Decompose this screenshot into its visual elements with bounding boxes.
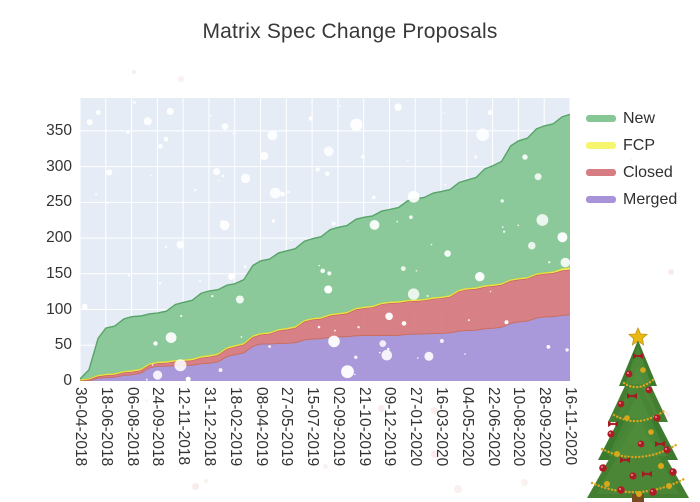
y-tick-label: 200 (46, 229, 72, 247)
legend-label: FCP (623, 136, 655, 154)
x-tick-label: 24-09-2018 (149, 387, 167, 467)
stacked-area-chart (80, 98, 570, 381)
legend-label: Merged (623, 190, 678, 208)
y-tick-label: 50 (54, 336, 72, 354)
x-tick-label: 02-09-2019 (329, 387, 347, 467)
y-tick-label: 350 (46, 121, 72, 139)
x-tick-label: 31-12-2018 (200, 387, 218, 467)
legend-label: Closed (623, 163, 673, 181)
legend-label: New (623, 109, 656, 127)
legend-swatch-icon (586, 115, 616, 122)
x-tick-label: 06-08-2018 (123, 387, 141, 467)
y-tick-label: 150 (46, 264, 72, 282)
x-tick-label: 08-04-2019 (252, 387, 270, 467)
x-tick-label: 12-11-2018 (175, 387, 193, 466)
legend-swatch-icon (586, 169, 616, 176)
y-tick-label: 0 (63, 372, 72, 389)
x-tick-label: 16-03-2020 (433, 387, 451, 467)
christmas-tree-image (587, 326, 689, 502)
plot-area (80, 98, 570, 381)
x-tick-label: 22-06-2020 (484, 387, 502, 467)
x-tick-label: 18-06-2018 (97, 387, 115, 467)
x-tick-label: 15-07-2019 (304, 387, 322, 467)
x-tick-label: 10-08-2020 (510, 387, 528, 467)
x-tick-label: 09-12-2019 (381, 387, 399, 467)
y-tick-label: 300 (46, 157, 72, 175)
x-tick-label: 30-04-2018 (72, 387, 89, 467)
x-tick-label: 27-05-2019 (278, 387, 296, 467)
legend-swatch-icon (586, 142, 616, 149)
x-tick-label: 16-11-2020 (562, 387, 579, 466)
tree-star-icon (628, 326, 648, 346)
legend-item-fcp[interactable]: FCP (586, 132, 677, 159)
y-tick-label: 250 (46, 193, 72, 211)
y-tick-label: 100 (46, 300, 72, 318)
legend: New FCP Closed Merged (586, 105, 677, 213)
x-tick-label: 28-09-2020 (536, 387, 554, 467)
x-tick-label: 04-05-2020 (458, 387, 476, 467)
x-tick-label: 27-01-2020 (407, 387, 425, 467)
legend-item-new[interactable]: New (586, 105, 677, 132)
chart-title: Matrix Spec Change Proposals (202, 20, 498, 43)
legend-swatch-icon (586, 196, 616, 203)
x-tick-label: 18-02-2019 (226, 387, 244, 467)
x-tick-label: 21-10-2019 (355, 387, 373, 467)
legend-item-merged[interactable]: Merged (586, 186, 677, 213)
legend-item-closed[interactable]: Closed (586, 159, 677, 186)
